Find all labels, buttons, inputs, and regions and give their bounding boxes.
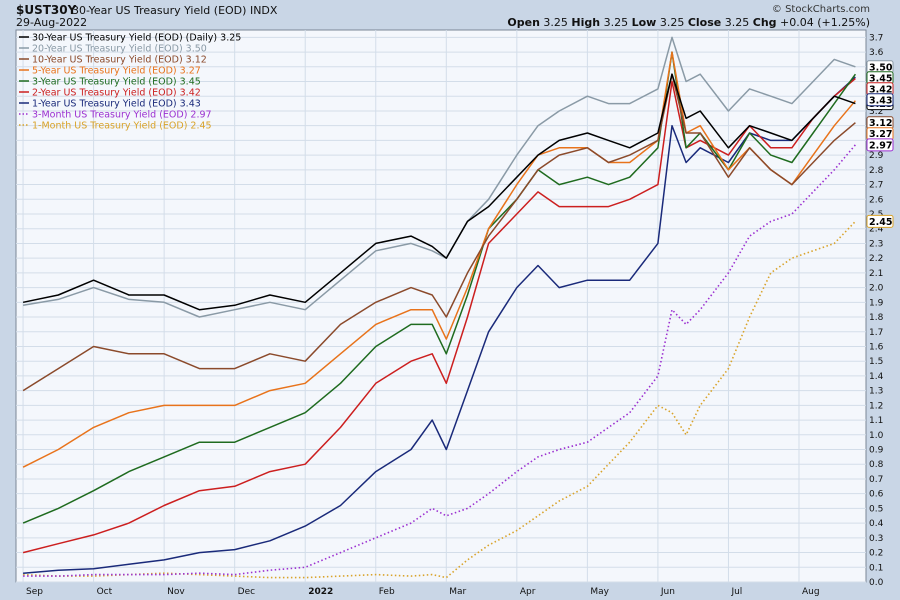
y-tick-label: 3.2 <box>869 107 883 117</box>
x-tick-label: Sep <box>26 587 43 597</box>
y-tick-label: 2.1 <box>869 269 883 279</box>
y-tick-label: 1.9 <box>869 298 884 308</box>
x-tick-label: Nov <box>167 587 185 597</box>
y-tick-label: 1.6 <box>869 342 884 352</box>
symbol-label: $UST30Y <box>16 3 77 17</box>
end-value-label: 3.27 <box>869 129 892 140</box>
y-tick-label: 2.7 <box>869 181 883 191</box>
end-value-label: 3.50 <box>869 62 893 73</box>
x-tick-label: Oct <box>97 587 113 597</box>
close-value: 3.25 <box>724 16 750 29</box>
end-value-label: 2.45 <box>869 217 892 228</box>
y-tick-label: 0.4 <box>869 519 884 529</box>
plot-area <box>15 29 867 583</box>
legend-entry: 5-Year US Treasury Yield (EOD) 3.27 <box>32 66 201 77</box>
y-tick-label: 0.1 <box>869 563 883 573</box>
x-tick-label: May <box>590 587 609 597</box>
x-tick-label: 2022 <box>308 587 333 597</box>
y-tick-label: 3.7 <box>869 33 883 43</box>
y-tick-label: 1.4 <box>869 372 884 382</box>
y-tick-label: 0.3 <box>869 534 883 544</box>
legend-entry: 3-Year US Treasury Yield (EOD) 3.45 <box>32 77 201 88</box>
y-tick-label: 2.2 <box>869 254 883 264</box>
y-tick-label: 1.1 <box>869 416 883 426</box>
series-line <box>23 144 857 577</box>
end-value-badge <box>866 214 894 228</box>
y-tick-label: 2.4 <box>869 225 884 235</box>
series-line <box>22 51 856 468</box>
y-tick-label: 2.9 <box>869 151 884 161</box>
y-tick-label: 2.3 <box>869 239 883 249</box>
legend-entry: 10-Year US Treasury Yield (EOD) 3.12 <box>32 55 207 66</box>
legend-entry: 1-Year US Treasury Yield (EOD) 3.43 <box>32 99 201 110</box>
high-value: 3.25 <box>603 16 629 29</box>
y-tick-label: 0.0 <box>869 578 884 588</box>
chart-description: 30-Year US Treasury Yield (EOD) INDX <box>72 4 277 17</box>
end-value-label: 2.97 <box>869 140 892 151</box>
end-value-label: 3.42 <box>869 84 892 95</box>
y-tick-label: 0.8 <box>869 460 884 470</box>
legend-entry: 3-Month US Treasury Yield (EOD) 2.97 <box>32 110 212 121</box>
low-value: 3.25 <box>659 16 685 29</box>
series-line <box>22 73 856 311</box>
y-tick-label: 2.6 <box>869 195 884 205</box>
legend-entry: 30-Year US Treasury Yield (EOD) (Daily) … <box>32 33 241 44</box>
y-tick-label: 3.6 <box>869 48 884 58</box>
date-label: 29-Aug-2022 <box>16 16 88 29</box>
x-tick-label: Jun <box>660 587 675 597</box>
series-line <box>22 78 856 554</box>
x-tick-label: Feb <box>379 587 395 597</box>
y-tick-label: 1.2 <box>869 401 883 411</box>
y-tick-label: 0.5 <box>869 504 883 514</box>
x-tick-label: Apr <box>520 587 536 597</box>
y-tick-label: 0.9 <box>869 446 884 456</box>
ohlc-readout: Open 3.25 High 3.25 Low 3.25 Close 3.25 … <box>507 16 870 29</box>
legend-entry: 1-Month US Treasury Yield (EOD) 2.45 <box>32 121 212 132</box>
end-value-label: 3.12 <box>869 118 892 129</box>
y-tick-label: 2.0 <box>869 284 884 294</box>
open-value: 3.25 <box>543 16 568 29</box>
low-label: Low <box>631 16 657 29</box>
y-tick-label: 1.0 <box>869 431 884 441</box>
chg-label: Chg <box>752 16 777 29</box>
y-tick-label: 1.3 <box>869 387 883 397</box>
x-tick-label: Aug <box>802 587 820 597</box>
exchange-text: INDX <box>249 4 278 17</box>
high-label: High <box>571 16 601 29</box>
y-tick-label: 2.8 <box>869 166 884 176</box>
description-text: 30-Year US Treasury Yield (EOD) <box>72 4 247 17</box>
y-tick-label: 1.7 <box>869 328 883 338</box>
end-value-badge <box>866 138 894 152</box>
y-tick-label: 0.2 <box>869 549 883 559</box>
end-value-label: 3.45 <box>869 73 892 84</box>
series-line <box>23 76 856 574</box>
y-tick-label: 1.8 <box>869 313 884 323</box>
series-line <box>22 73 856 392</box>
y-tick-label: 1.5 <box>869 357 883 367</box>
x-tick-label: Mar <box>449 587 466 597</box>
chg-value: +0.04 (+1.25%) <box>780 16 870 29</box>
x-tick-label: Dec <box>238 587 255 597</box>
credit-label: © StockCharts.com <box>771 4 870 15</box>
y-tick-label: 0.6 <box>869 490 884 500</box>
open-label: Open <box>507 16 540 29</box>
legend-entry: 20-Year US Treasury Yield (EOD) 3.50 <box>32 44 207 55</box>
x-tick-label: Jul <box>730 587 742 597</box>
series-line <box>22 36 856 318</box>
close-label: Close <box>687 16 722 29</box>
legend-entry: 2-Year US Treasury Yield (EOD) 3.42 <box>32 88 201 99</box>
end-value-label: 3.43 <box>869 95 892 106</box>
end-value-badge <box>866 93 894 107</box>
series-line <box>23 220 856 579</box>
y-tick-label: 0.7 <box>869 475 883 485</box>
